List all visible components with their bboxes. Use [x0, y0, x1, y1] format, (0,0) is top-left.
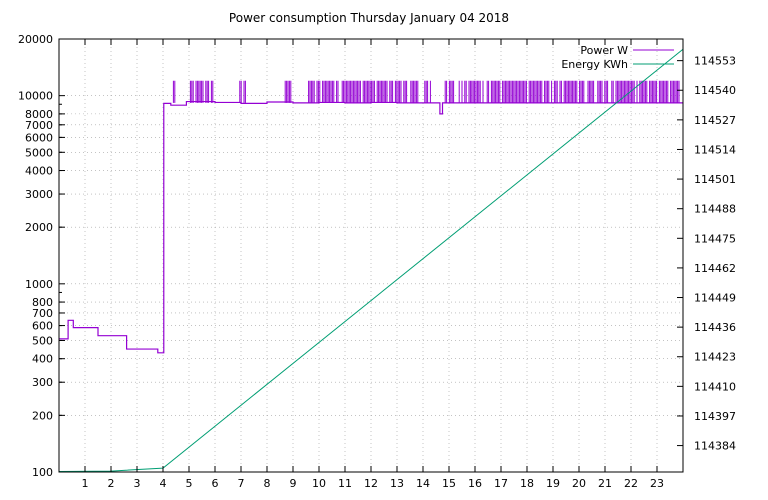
legend-label-power: Power W — [580, 44, 628, 57]
x-tick-label: 3 — [134, 477, 141, 490]
y-tick-label: 3000 — [25, 188, 53, 201]
x-tick-label: 10 — [312, 477, 326, 490]
y-tick-label: 100 — [32, 466, 53, 479]
x-tick-label: 8 — [264, 477, 271, 490]
x-tick-label: 12 — [364, 477, 378, 490]
x-tick-label: 13 — [390, 477, 404, 490]
y-tick-label: 400 — [32, 353, 53, 366]
y2-tick-label: 114397 — [694, 410, 736, 423]
y2-tick-label: 114488 — [694, 203, 736, 216]
x-tick-label: 19 — [546, 477, 560, 490]
chart-title: Power consumption Thursday January 04 20… — [229, 11, 509, 25]
y2-tick-label: 114514 — [694, 143, 736, 156]
y-tick-label: 4000 — [25, 165, 53, 178]
y2-tick-label: 114501 — [694, 173, 736, 186]
y-tick-label: 800 — [32, 296, 53, 309]
x-tick-label: 1 — [82, 477, 89, 490]
y2-tick-label: 114410 — [694, 380, 736, 393]
y2-tick-label: 114540 — [694, 84, 736, 97]
x-tick-label: 11 — [338, 477, 352, 490]
y2-tick-label: 114462 — [694, 262, 736, 275]
x-tick-label: 7 — [238, 477, 245, 490]
legend: Power W Energy KWh — [561, 44, 674, 71]
y2-tick-label: 114384 — [694, 440, 736, 453]
y-tick-label: 500 — [32, 334, 53, 347]
x-tick-label: 16 — [468, 477, 482, 490]
y2-tick-label: 114423 — [694, 351, 736, 364]
x-tick-label: 15 — [442, 477, 456, 490]
x-tick-label: 5 — [186, 477, 193, 490]
y2-tick-label: 114527 — [694, 114, 736, 127]
power-spikes — [172, 80, 680, 103]
y-tick-label: 10000 — [18, 90, 53, 103]
y-tick-label: 20000 — [18, 33, 53, 46]
axes: 1 2 3 4 5 6 7 8 9 10 11 12 13 14 15 16 17 18 19 20 21 22 23100… — [18, 33, 736, 490]
x-tick-label: 21 — [598, 477, 612, 490]
y-tick-label: 6000 — [25, 131, 53, 144]
x-tick-label: 17 — [494, 477, 508, 490]
x-tick-label: 23 — [650, 477, 664, 490]
y-tick-label: 1000 — [25, 278, 53, 291]
x-tick-label: 22 — [624, 477, 638, 490]
x-tick-label: 14 — [416, 477, 430, 490]
x-tick-label: 18 — [520, 477, 534, 490]
y2-tick-label: 114449 — [694, 292, 736, 305]
y-tick-label: 5000 — [25, 146, 53, 159]
x-tick-label: 4 — [160, 477, 167, 490]
y-tick-label: 7000 — [25, 119, 53, 132]
y-tick-label: 8000 — [25, 108, 53, 121]
y2-tick-label: 114436 — [694, 321, 736, 334]
y2-tick-label: 114475 — [694, 232, 736, 245]
x-tick-label: 6 — [212, 477, 219, 490]
plot-area — [58, 48, 684, 473]
legend-label-energy: Energy KWh — [561, 58, 628, 71]
grid — [59, 38, 683, 473]
y-tick-label: 600 — [32, 320, 53, 333]
x-tick-label: 20 — [572, 477, 586, 490]
y-tick-label: 700 — [32, 307, 53, 320]
y-tick-label: 300 — [32, 376, 53, 389]
series-line-energy — [58, 48, 684, 473]
y-tick-label: 2000 — [25, 221, 53, 234]
y-tick-label: 200 — [32, 409, 53, 422]
x-tick-label: 9 — [290, 477, 297, 490]
y2-tick-label: 114553 — [694, 55, 736, 68]
x-tick-label: 2 — [108, 477, 115, 490]
